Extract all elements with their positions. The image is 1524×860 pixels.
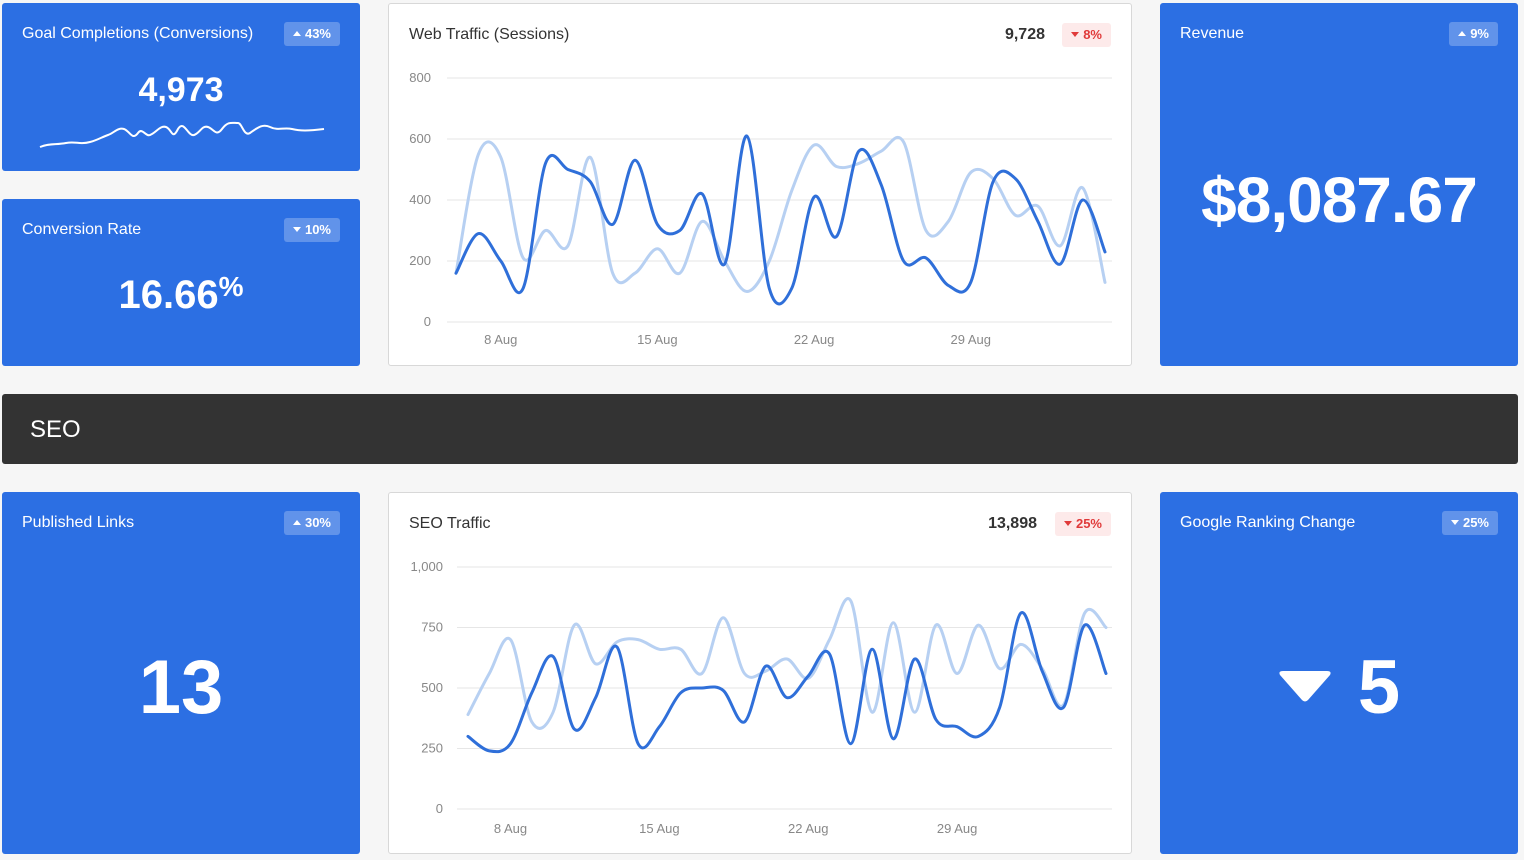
y-tick-label: 750 xyxy=(421,620,443,635)
conversion-rate-value: 16.66 xyxy=(118,273,219,317)
caret-up-icon xyxy=(1458,31,1467,37)
x-tick-label: 8 Aug xyxy=(484,332,517,347)
y-tick-label: 0 xyxy=(424,314,431,329)
seo-traffic-change-badge: 25% xyxy=(1054,512,1111,536)
x-tick-label: 29 Aug xyxy=(950,332,991,347)
google-ranking-value: 5 xyxy=(1357,645,1401,730)
revenue-title: Revenue xyxy=(1180,25,1245,42)
goal-completions-change-badge: 43% xyxy=(283,22,340,46)
x-tick-label: 29 Aug xyxy=(937,821,978,836)
y-tick-label: 600 xyxy=(409,131,431,146)
x-tick-label: 15 Aug xyxy=(637,332,678,347)
seo-traffic-chart: 0 250 500 750 1,000 8 Aug 15 Aug 22 Aug 29 Aug xyxy=(410,559,1112,836)
google-ranking-title: Google Ranking Change xyxy=(1180,514,1356,531)
conversion-rate-value-wrap: 16.66% xyxy=(2,271,360,318)
conversion-rate-title: Conversion Rate xyxy=(22,221,142,238)
goal-completions-change: 43% xyxy=(304,26,331,41)
web-traffic-chart: 0 200 400 600 800 8 Aug 15 Aug 22 Aug 29 Aug xyxy=(409,70,1112,347)
caret-down-icon xyxy=(1071,32,1080,38)
web-traffic-change: 8% xyxy=(1083,27,1102,42)
web-traffic-title: Web Traffic (Sessions) xyxy=(409,26,570,43)
seo-traffic-total: 13,898 xyxy=(988,515,1037,532)
published-links-tile[interactable]: Published Links 30% 13 xyxy=(2,492,360,854)
seo-section-title: SEO xyxy=(30,416,81,443)
published-links-value: 13 xyxy=(138,645,224,730)
seo-section-header: SEO xyxy=(2,394,1518,464)
caret-up-icon xyxy=(292,520,301,526)
x-tick-label: 22 Aug xyxy=(794,332,835,347)
web-traffic-change-badge: 8% xyxy=(1062,23,1111,47)
goal-completions-tile[interactable]: Goal Completions (Conversions) 43% 4,973 xyxy=(2,3,360,171)
caret-down-icon xyxy=(1063,521,1072,527)
conversion-rate-unit: % xyxy=(218,271,244,302)
google-ranking-change: 25% xyxy=(1462,515,1489,530)
conversion-rate-change-badge: 10% xyxy=(283,218,340,242)
caret-down-icon xyxy=(292,227,301,233)
revenue-change: 9% xyxy=(1470,26,1489,41)
seo-traffic-title: SEO Traffic xyxy=(409,515,491,532)
conversion-rate-tile[interactable]: Conversion Rate 10% 16.66% xyxy=(2,199,360,366)
y-tick-label: 400 xyxy=(409,192,431,207)
x-tick-label: 22 Aug xyxy=(788,821,829,836)
published-links-change-badge: 30% xyxy=(283,511,340,535)
caret-down-icon xyxy=(1450,520,1459,526)
ranking-down-triangle-icon xyxy=(1279,670,1331,702)
seo-traffic-tile[interactable]: SEO Traffic 13,898 25% 0 250 500 750 1,000 8 … xyxy=(388,492,1132,854)
goal-completions-value: 4,973 xyxy=(138,71,224,109)
conversion-rate-change: 10% xyxy=(304,222,331,237)
web-traffic-total: 9,728 xyxy=(1004,26,1045,43)
web-traffic-tile[interactable]: Web Traffic (Sessions) 9,728 8% 0 200 400 6… xyxy=(388,3,1132,366)
series-line-previous xyxy=(454,135,1107,293)
revenue-tile[interactable]: Revenue 9% $8,087.67 xyxy=(1160,3,1518,366)
google-ranking-value-wrap: 5 xyxy=(1160,644,1518,731)
google-ranking-change-badge: 25% xyxy=(1441,511,1498,535)
revenue-value: $8,087.67 xyxy=(1201,164,1478,236)
y-tick-label: 500 xyxy=(421,680,443,695)
y-tick-label: 800 xyxy=(409,70,431,85)
y-tick-label: 0 xyxy=(436,801,443,816)
series-line-previous xyxy=(466,597,1108,730)
y-tick-label: 200 xyxy=(409,253,431,268)
revenue-change-badge: 9% xyxy=(1449,22,1498,46)
caret-up-icon xyxy=(292,31,301,37)
x-tick-label: 8 Aug xyxy=(494,821,527,836)
google-ranking-tile[interactable]: Google Ranking Change 25% 5 xyxy=(1160,492,1518,854)
goal-completions-sparkline xyxy=(39,121,325,148)
y-tick-label: 250 xyxy=(421,741,443,756)
published-links-title: Published Links xyxy=(22,514,135,531)
series-line-current xyxy=(466,611,1108,754)
x-tick-label: 15 Aug xyxy=(639,821,680,836)
seo-traffic-change: 25% xyxy=(1075,516,1102,531)
series-line-current xyxy=(454,134,1107,306)
goal-completions-title: Goal Completions (Conversions) xyxy=(22,25,254,42)
y-tick-label: 1,000 xyxy=(410,559,443,574)
published-links-change: 30% xyxy=(304,515,331,530)
